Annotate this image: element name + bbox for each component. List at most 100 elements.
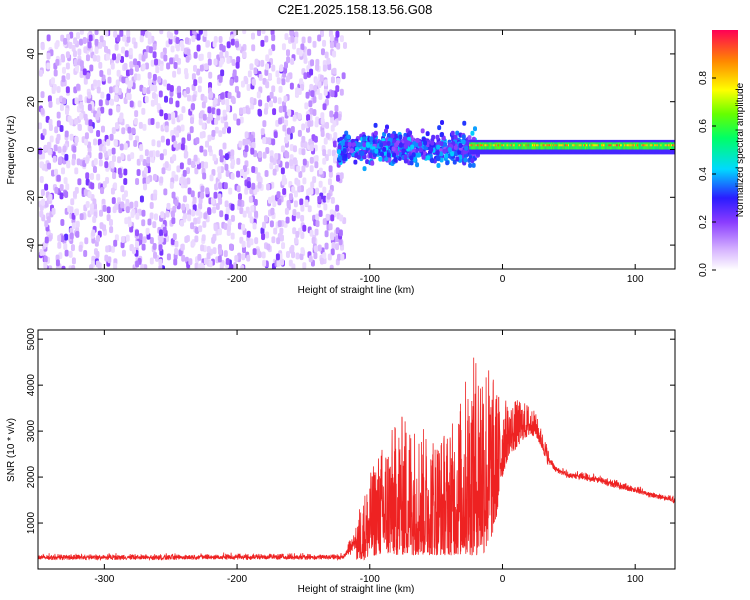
heatmap-cell [304,102,309,110]
heatmap-cell [324,230,329,238]
heatmap-cell [47,95,52,103]
heatmap-cell [559,144,562,147]
heatmap-cell [74,136,79,144]
heatmap-cell [336,42,341,50]
heatmap-cell [48,100,53,108]
heatmap-cell [533,144,536,147]
heatmap-cell [256,91,261,99]
heatmap-cell [322,252,327,260]
heatmap-cell [122,34,127,42]
heatmap-cell [186,48,191,56]
heatmap-cell [213,191,218,199]
heatmap-cell [121,249,126,257]
heatmap-cell [305,91,310,99]
heatmap-cell [47,234,52,242]
heatmap-cell [171,217,176,225]
heatmap-cell [491,142,494,150]
heatmap-cell [360,150,365,156]
heatmap-cell [119,30,124,37]
heatmap-cell [304,199,309,207]
heatmap-cell [266,243,271,251]
heatmap-cell [237,193,242,201]
heatmap-cell [335,243,340,251]
heatmap-cell [158,90,163,98]
heatmap-cell [415,137,420,143]
heatmap-cell [600,144,603,147]
heatmap-cell [343,42,348,50]
heatmap-cell [200,244,205,252]
heatmap-cell [113,182,118,190]
heatmap-cell [166,83,171,91]
heatmap-cell [224,50,229,58]
heatmap-cell [218,130,223,138]
heatmap-cell [196,216,201,224]
heatmap-cell [354,152,359,158]
heatmap-cell [48,193,53,201]
heatmap-xlabel: Height of straight line (km) [298,285,415,296]
heatmap-cell [354,146,359,152]
heatmap-cell [190,222,195,230]
heatmap-cell [141,54,146,62]
heatmap-cell [603,144,606,147]
heatmap-cell [292,227,297,235]
heatmap-cell [121,127,126,135]
heatmap-cell [307,205,312,213]
heatmap-cell [279,64,284,72]
heatmap-cell [150,156,155,164]
heatmap-cell [75,230,80,238]
heatmap-cell [223,250,228,258]
heatmap-cell [453,144,458,150]
heatmap-cell [112,155,117,163]
heatmap-cell [581,142,584,150]
heatmap-cell [247,211,252,219]
heatmap-cell [93,79,98,87]
heatmap-cell [435,134,440,140]
heatmap-cell [632,144,635,147]
heatmap-cell [100,91,105,99]
heatmap-cell [293,157,298,165]
heatmap-cell [88,34,93,42]
heatmap-cell [191,160,196,168]
heatmap-cell [297,185,302,193]
heatmap-cell [575,142,578,150]
heatmap-cell [310,59,315,67]
heatmap-cell [604,144,607,147]
heatmap-cell [309,165,314,173]
heatmap-cell [172,233,177,241]
heatmap-cell [207,51,212,59]
heatmap-cell [104,30,109,37]
heatmap-cell [134,110,139,118]
heatmap-cell [203,96,208,104]
heatmap-cell [287,109,292,117]
heatmap-cell [222,142,227,150]
heatmap-cell [286,127,291,135]
heatmap-cell [447,147,452,153]
heatmap-cell [193,51,198,59]
heatmap-cell [289,159,294,167]
heatmap-cell [190,190,195,198]
heatmap-cell [213,58,218,66]
heatmap-cell [318,180,323,188]
heatmap-cell [239,107,244,115]
heatmap-cell [585,142,588,150]
heatmap-cell [246,230,251,238]
heatmap-cell [225,98,230,106]
heatmap-cell [555,144,558,147]
heatmap-cell [218,36,223,44]
heatmap-cell [116,69,121,77]
heatmap-cell [219,155,224,163]
heatmap-cell [152,51,157,59]
heatmap-cell [285,151,290,159]
heatmap-cell [164,161,169,169]
heatmap-cell [423,140,428,146]
heatmap-cell [60,53,65,61]
heatmap-cell [471,162,476,168]
heatmap-cell [534,144,537,147]
heatmap-cell [547,144,550,147]
heatmap-cell [229,264,234,269]
heatmap-cell [135,177,140,185]
heatmap-cell [224,213,229,221]
heatmap-cell [69,133,74,141]
heatmap-cell [191,103,196,111]
heatmap-cell [313,252,318,260]
